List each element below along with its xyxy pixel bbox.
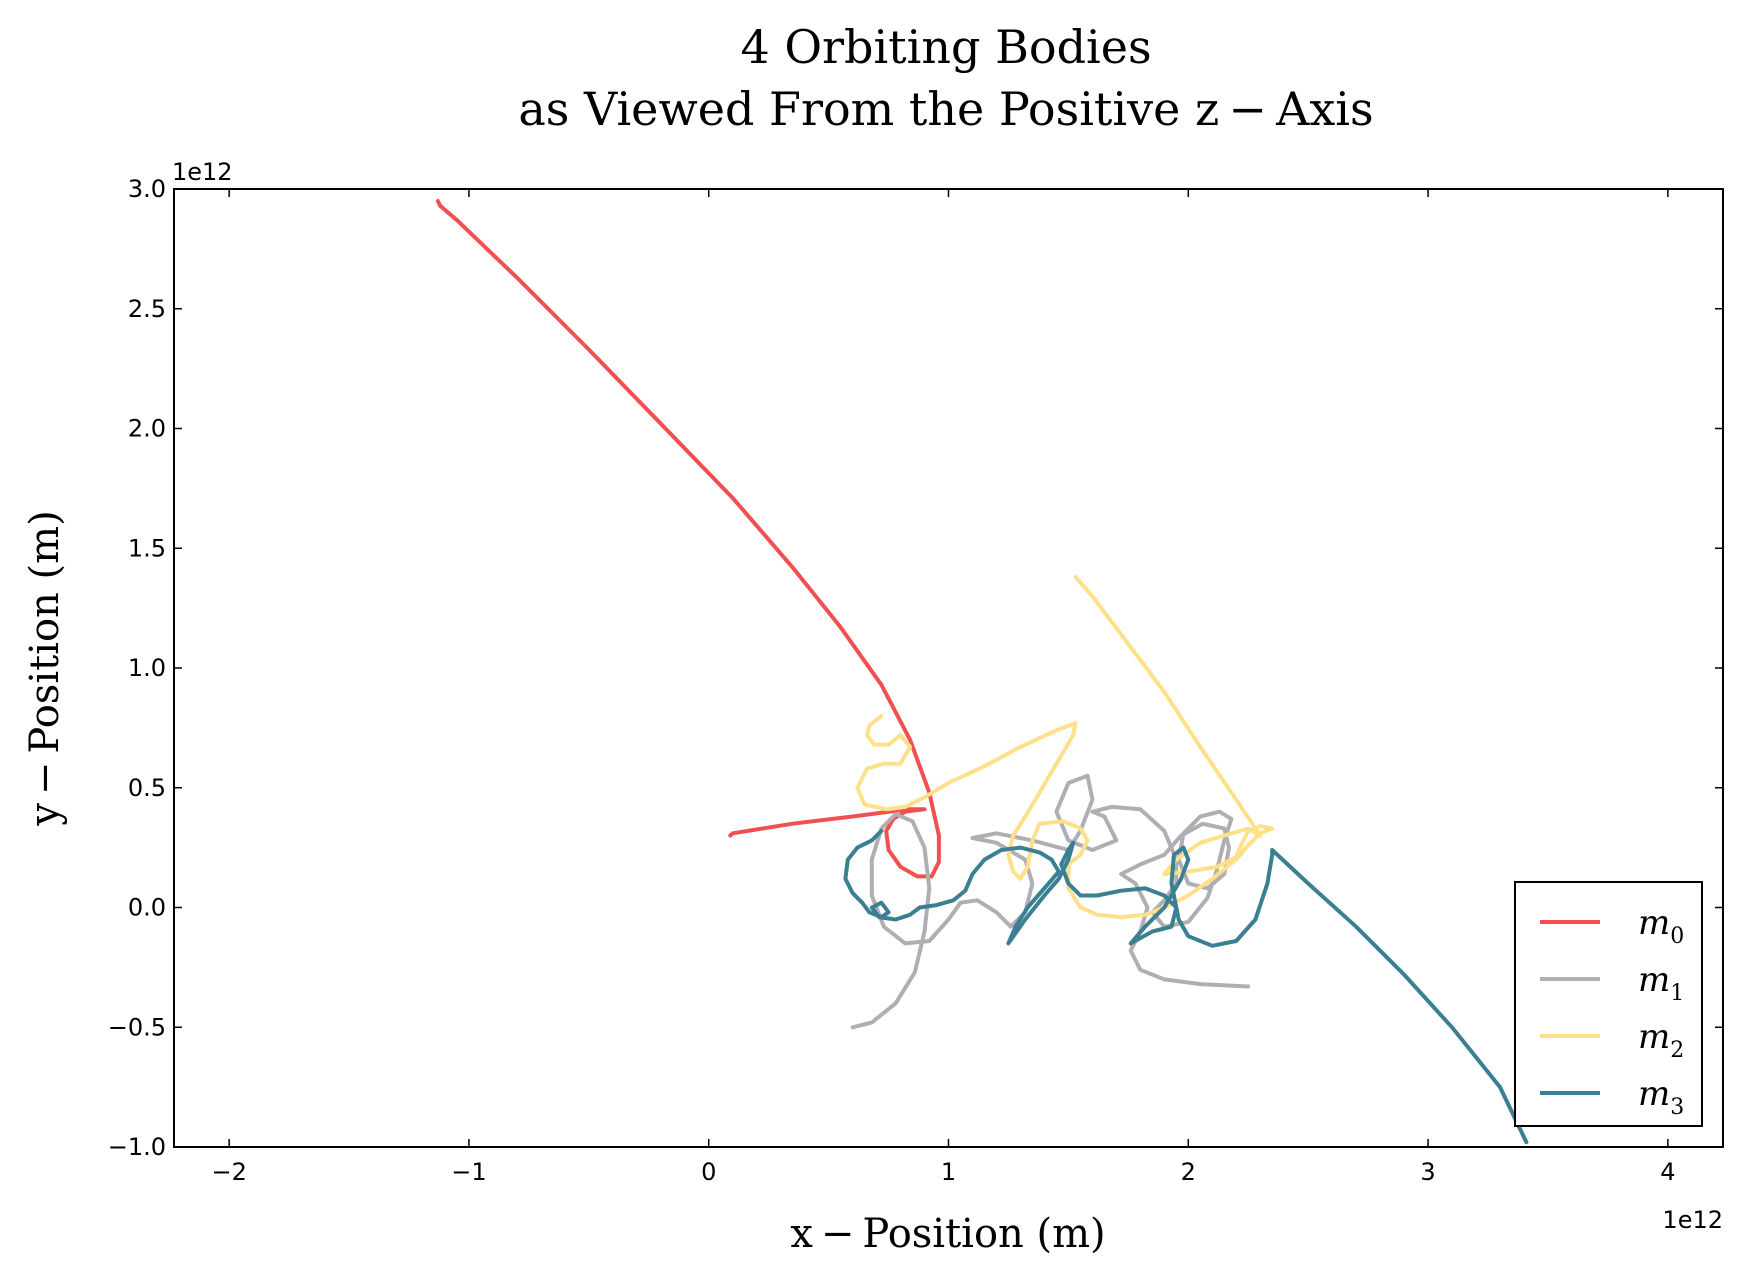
y-tick-label: 2.5 [128,295,166,323]
y-axis-ticks: −1.0 −0.5 0.0 0.5 1.0 1.5 2.0 2.5 3.0 [108,175,1723,1161]
chart-title-line-1: 4 Orbiting Bodies [740,20,1151,74]
series-line-1 [850,773,1251,1030]
y-tick-label: −1.0 [108,1133,166,1161]
y-tick-label: 0.5 [128,774,166,802]
legend-subscript-3: 3 [1670,1095,1684,1120]
legend-subscript-0: 0 [1670,924,1684,949]
y-tick-label: 2.0 [128,415,166,443]
y-axis-label: y − Position (m) [22,510,68,826]
x-axis-label: x − Position (m) [790,1211,1105,1257]
y-tick-label: −0.5 [108,1013,166,1041]
series-line-3 [843,828,1529,1145]
x-tick-label: 1 [941,1158,956,1186]
x-tick-label: 3 [1420,1158,1435,1186]
series-layer [435,199,1529,1145]
x-tick-label: −1 [451,1158,486,1186]
series-line-0 [435,199,941,879]
x-tick-label: −2 [211,1158,246,1186]
x-tick-label: 4 [1660,1158,1675,1186]
y-offset-label: 1e12 [172,158,233,186]
legend-subscript-2: 2 [1670,1038,1684,1063]
chart-title-line-2: as Viewed From the Positive z − Axis [518,82,1373,136]
legend-label-0: m0 [1638,903,1684,949]
y-tick-label: 1.0 [128,654,166,682]
x-axis-ticks: −2 −1 0 1 2 3 4 [211,189,1675,1186]
x-tick-label: 2 [1181,1158,1196,1186]
y-tick-label: 1.5 [128,534,166,562]
legend-box [1514,881,1703,1127]
series-line-2 [855,575,1275,920]
legend-subscript-1: 1 [1670,981,1684,1006]
plot-area: −2 −1 0 1 2 3 4 −1.0 −0.5 0.0 0.5 1.0 1.5 2.0 2.5 3.0 [108,175,1724,1186]
y-tick-label: 3.0 [128,175,166,203]
y-tick-label: 0.0 [128,894,166,922]
plot-frame [173,188,1724,1148]
x-tick-label: 0 [701,1158,716,1186]
x-offset-label: 1e12 [1662,1206,1723,1234]
